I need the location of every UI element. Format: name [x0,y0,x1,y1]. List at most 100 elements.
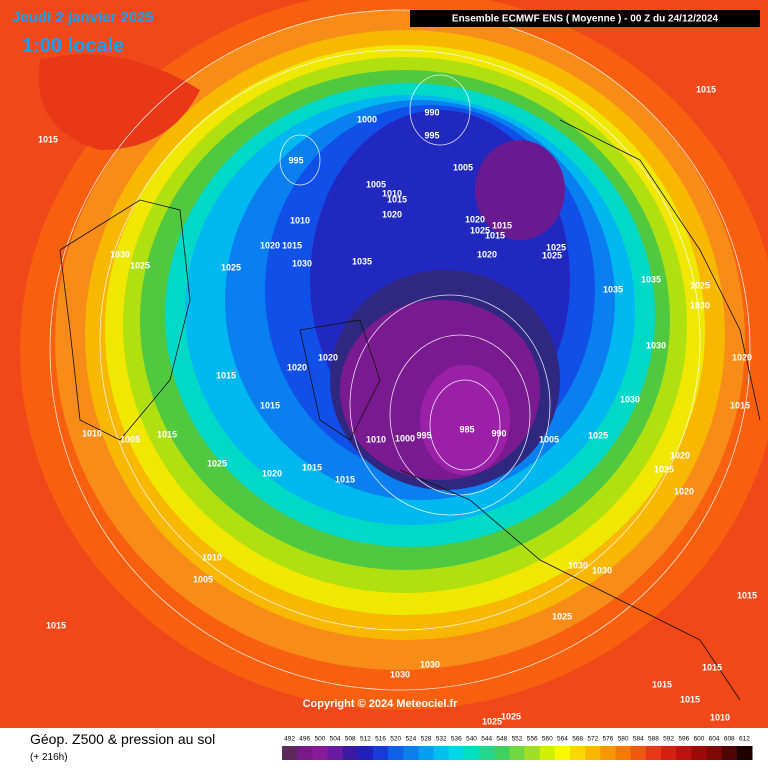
colorbar-label: 588 [648,736,659,743]
isobar-label: 1020 [732,352,752,362]
copyright: Copyright © 2024 Meteociel.fr [303,698,459,710]
colorbar-label: 520 [390,736,401,743]
isobar-label: 1025 [542,250,562,260]
isobar-label: 1015 [216,370,236,380]
isobar-label: 1020 [262,468,282,478]
colorbar-label: 604 [709,736,720,743]
colorbar-swatch [418,746,435,760]
colorbar-swatch [509,746,526,760]
coastline [399,469,741,701]
isobar-label: 1005 [539,434,559,444]
colorbar-swatch [433,746,450,760]
isobar-label: 1025 [501,711,521,721]
colorbar-swatch [570,746,586,760]
isobar-label: 1025 [482,716,502,726]
isobar-label: 1020 [260,240,280,250]
run-box [410,10,760,27]
colorbar: 492 496 500 504 508 512 516 520 524 528 532 536 540 5… [282,736,753,760]
colorbar-swatch [539,746,556,760]
colorbar-label: 516 [375,736,386,743]
colorbar-swatch [372,746,389,760]
colorbar-swatch [463,746,480,760]
isobar-label: 1015 [680,694,700,704]
isobar-line [349,294,551,516]
colorbar-label: 492 [284,736,295,743]
colorbar-swatch [630,746,647,760]
isobar-label: 1020 [382,209,402,219]
colorbar-swatch [615,746,632,760]
colorbar-label: 508 [345,736,356,743]
colorbar-swatch [312,746,328,760]
isobar-label: 990 [424,107,439,117]
colorbar-label: 552 [512,736,523,743]
colorbar-swatch [661,746,677,760]
isobar-label: 995 [288,155,303,165]
footer-lead: (+ 216h) [30,752,68,763]
colorbar-swatch [342,746,359,760]
footer-title: Géop. Z500 & pression au sol [30,731,215,747]
colorbar-label: 608 [724,736,735,743]
isobar-label: 1025 [690,280,710,290]
isobar-label: 1015 [260,400,280,410]
isobar-label: 1005 [366,179,386,189]
colorbar-label: 556 [527,736,538,743]
coastline [299,319,381,441]
colorbar-label: 592 [663,736,674,743]
colorbar-label: 564 [557,736,568,743]
colorbar-label: 524 [405,736,416,743]
isobar-label: 1005 [120,434,140,444]
isobar-label: 1030 [646,340,666,350]
colorbar-swatch [676,746,692,760]
isobar-label: 1030 [292,258,312,268]
colorbar-swatch [388,746,404,760]
isobar-label: 1010 [710,712,730,722]
isobar-label: 1010 [382,188,402,198]
isobar-label: 1015 [696,84,716,94]
coastline [559,119,761,421]
colorbar-swatch [297,746,313,760]
isobar-label: 1020 [318,352,338,362]
isobar-label: 1015 [737,590,757,600]
local-time: 1:00 locale [22,35,124,57]
isobar-label: 1030 [690,300,710,310]
isobar-label: 1015 [702,662,722,672]
colorbar-swatch [448,746,465,760]
isobar-label: 1015 [302,462,322,472]
isobar-label: 1015 [46,620,66,630]
isobar-label: 1025 [654,464,674,474]
colorbar-label: 536 [451,736,462,743]
colorbar-label: 496 [299,736,310,743]
isobar-label: 1020 [287,362,307,372]
isobar-label: 1000 [395,433,415,443]
isobar-label: 1035 [603,284,623,294]
colorbar-label: 600 [694,736,705,743]
band [475,140,565,240]
geopotential-field [20,0,768,710]
colorbar-label: 576 [603,736,614,743]
colorbar-label: 548 [496,736,507,743]
isobar-label: 1030 [592,565,612,575]
isobar-label: 1030 [390,669,410,679]
colorbar-swatch [645,746,662,760]
colorbar-swatch [479,746,495,760]
colorbar-swatch [494,746,510,760]
isobar-label: 1025 [130,260,150,270]
isobar-label: 990 [491,428,506,438]
isobar-label: 1030 [420,659,440,669]
isobar-line [279,134,321,186]
isobar-label: 1015 [282,240,302,250]
colorbar-swatch [524,746,541,760]
isobar-label: 1000 [357,114,377,124]
band [420,365,510,475]
colorbar-label: 560 [542,736,553,743]
isobar-label: 1010 [366,434,386,444]
isobar-label: 1015 [485,230,505,240]
colorbar-swatch [282,746,298,760]
coastline [59,199,191,441]
isobar-line [409,74,471,146]
isobar-label: 1015 [652,679,672,689]
colorbar-label: 572 [587,736,598,743]
isobar-label: 1020 [465,214,485,224]
